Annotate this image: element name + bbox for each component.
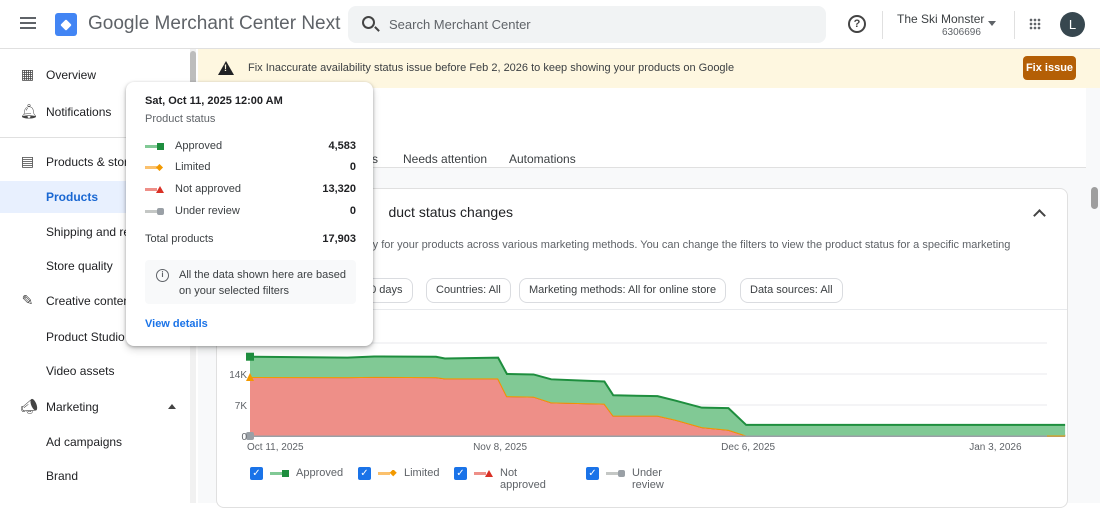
info-icon: i <box>156 269 169 282</box>
divider <box>0 137 190 138</box>
approved-square-icon <box>145 143 164 150</box>
account-id: 6306696 <box>942 27 981 38</box>
main-scrollbar-thumb[interactable] <box>1091 187 1098 209</box>
tooltip-row-approved: Approved 4,583 <box>145 139 356 155</box>
filter-data-sources[interactable]: Data sources: All <box>740 278 843 303</box>
chart-tooltip: Sat, Oct 11, 2025 12:00 AM Product statu… <box>126 82 373 346</box>
tooltip-row-not-approved: Not approved 13,320 <box>145 182 356 198</box>
x-tick-label: Dec 6, 2025 <box>721 442 775 453</box>
fix-issue-button[interactable]: Fix issue <box>1023 56 1076 80</box>
divider <box>217 309 1067 310</box>
sidebar-item-product-studio[interactable]: Product Studio <box>46 330 125 344</box>
divider <box>1014 11 1015 39</box>
tooltip-date: Sat, Oct 11, 2025 12:00 AM <box>145 95 283 107</box>
y-tick-label: 7K <box>235 401 248 412</box>
filter-date-range[interactable]: 90 days <box>355 278 413 303</box>
main-scrollbar[interactable] <box>1088 181 1100 503</box>
sidebar-item-marketing[interactable]: 📣︎ Marketing <box>0 391 190 423</box>
under-review-circle-icon <box>145 208 164 215</box>
account-name[interactable]: The Ski Monster <box>897 12 985 26</box>
limited-marker <box>246 373 254 382</box>
top-bar: Google Merchant Center Next Search Merch… <box>0 0 1100 49</box>
sidebar-item-ad-campaigns[interactable]: Ad campaigns <box>46 435 123 449</box>
line-approved <box>249 355 1066 426</box>
card-description: ry for your products across various mark… <box>369 239 1011 251</box>
account-dropdown-icon[interactable] <box>988 21 996 26</box>
filter-marketing-methods[interactable]: Marketing methods: All for online store <box>519 278 727 303</box>
x-tick-label: Oct 11, 2025 <box>247 442 304 453</box>
sidebar-item-creative-content[interactable]: ✎ Creative content <box>21 292 134 309</box>
archive-icon: ▤ <box>20 153 35 169</box>
search-placeholder: Search Merchant Center <box>389 17 531 32</box>
collapse-icon[interactable] <box>168 404 176 409</box>
warning-icon <box>218 61 234 75</box>
limited-diamond-icon <box>378 470 397 477</box>
magic-wand-icon: ✎ <box>21 292 34 308</box>
product-status-changes-card: duct status changes ry for your products… <box>216 188 1068 508</box>
search-input[interactable]: Search Merchant Center <box>348 6 826 43</box>
app-title[interactable]: Google Merchant Center Next <box>88 13 341 34</box>
bell-icon: 🔔︎ <box>20 103 38 119</box>
filter-countries[interactable]: Countries: All <box>426 278 511 303</box>
help-icon[interactable]: ? <box>848 15 866 33</box>
area-not-approved <box>250 376 1066 436</box>
tooltip-row-under-review: Under review 0 <box>145 204 356 220</box>
divider <box>882 11 883 39</box>
under-review-circle-icon <box>606 470 625 477</box>
banner-text: Fix Inaccurate availability status issue… <box>248 62 735 74</box>
view-details-link[interactable]: View details <box>145 318 208 330</box>
merchant-center-logo[interactable] <box>55 13 77 36</box>
area-approved <box>250 356 1066 436</box>
tooltip-row-limited: Limited 0 <box>145 160 356 176</box>
x-tick-label: Jan 3, 2026 <box>969 442 1022 453</box>
tooltip-subtitle: Product status <box>145 113 216 125</box>
not-approved-triangle-icon <box>145 186 164 193</box>
approved-square-icon <box>270 470 289 477</box>
search-icon <box>362 16 375 29</box>
sidebar-item-notifications[interactable]: 🔔︎ Notifications <box>20 103 112 120</box>
apps-grid-icon[interactable] <box>1029 18 1041 30</box>
checkbox[interactable]: ✓ <box>586 467 599 480</box>
y-tick-label: 14K <box>229 370 247 381</box>
sidebar-scrollbar-thumb[interactable] <box>190 51 196 87</box>
product-status-chart: 0 7K 14K Oct 11, 2025 Nov 8, 2025 Dec 6, 2025… <box>229 342 1066 453</box>
approved-marker <box>246 352 254 361</box>
card-title: duct status changes <box>388 204 513 220</box>
tooltip-total: Total products 17,903 <box>145 233 356 245</box>
checkbox[interactable]: ✓ <box>250 467 263 480</box>
avatar[interactable]: L <box>1060 12 1085 37</box>
y-tick-label: 0 <box>241 432 247 443</box>
tab-hidden[interactable]: s <box>372 152 378 166</box>
sidebar-item-products-store[interactable]: ▤ Products & store <box>20 153 135 170</box>
checkbox[interactable]: ✓ <box>454 467 467 480</box>
x-tick-label: Nov 8, 2025 <box>473 442 527 453</box>
issue-banner: Fix Inaccurate availability status issue… <box>198 49 1100 88</box>
sidebar-item-overview[interactable]: ▦ Overview <box>20 66 97 83</box>
sidebar-item-brand[interactable]: Brand <box>46 469 79 483</box>
limited-diamond-icon <box>145 164 164 171</box>
tooltip-note: i All the data shown here are based on y… <box>145 260 356 304</box>
sidebar-item-store-quality[interactable]: Store quality <box>46 259 113 273</box>
menu-icon[interactable] <box>20 17 36 29</box>
sidebar-item-video-assets[interactable]: Video assets <box>46 364 115 378</box>
tab-automations[interactable]: Automations <box>509 152 576 166</box>
not-approved-triangle-icon <box>474 470 493 477</box>
dashboard-icon: ▦ <box>20 66 35 82</box>
checkbox[interactable]: ✓ <box>358 467 371 480</box>
megaphone-icon: 📣︎ <box>20 398 38 414</box>
tab-needs-attention[interactable]: Needs attention <box>403 152 488 166</box>
